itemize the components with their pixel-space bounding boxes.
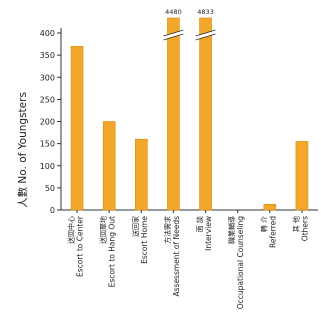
bar (70, 45, 84, 211)
x-tick-label-zh: 職業輔導 (227, 216, 236, 244)
x-tick-label-zh: 轉 介 (259, 216, 268, 232)
y-tick-label: 50 (45, 184, 55, 193)
x-tick-label: Escort Home (140, 216, 149, 264)
bar-break-line (195, 33, 216, 41)
bar (295, 141, 309, 211)
bar (263, 203, 277, 211)
bar-break-gap (163, 30, 184, 40)
y-tick-label: 300 (40, 73, 55, 82)
y-tick-label: 350 (40, 51, 55, 60)
x-tick-label: Others (300, 216, 309, 241)
bar (102, 121, 116, 211)
bar-value-label: 4833 (197, 8, 214, 16)
bar (199, 17, 212, 211)
x-tick-label: Escort to Center (76, 215, 85, 277)
x-tick-label-zh: 送回聚地 (99, 216, 108, 244)
bar-break-gap (195, 30, 216, 40)
bar-break-line (163, 29, 184, 37)
bar-break-line (163, 33, 184, 41)
bar (135, 138, 148, 211)
x-tick-label-zh: 送回中心 (67, 216, 76, 244)
x-tick-label: Assessment of Needs (172, 216, 181, 297)
x-tick-label: Escort to Hang Out (108, 216, 117, 287)
x-tick-label-zh: 方法需求 (163, 216, 172, 244)
x-tick-label-zh: 面 談 (195, 216, 204, 232)
x-tick-label: Referred (268, 216, 277, 248)
bar-value-label: 4480 (165, 8, 182, 16)
y-tick-label: 150 (40, 140, 55, 149)
y-tick-label: 0 (50, 206, 55, 215)
bar (167, 17, 180, 211)
y-tick-label: 400 (40, 29, 55, 38)
y-tick-label: 200 (40, 118, 55, 127)
y-axis-title: 人數 No. of Youngsters (16, 92, 29, 208)
y-tick-label: 250 (40, 95, 55, 104)
y-tick-label: 100 (40, 162, 55, 171)
bar-break-line (195, 29, 216, 37)
x-tick-label: Interview (204, 216, 213, 251)
x-tick-label-zh: 其 他 (291, 216, 300, 232)
x-tick-label: Occupational Counseling (236, 216, 245, 309)
x-tick-label-zh: 送回家 (131, 216, 140, 237)
